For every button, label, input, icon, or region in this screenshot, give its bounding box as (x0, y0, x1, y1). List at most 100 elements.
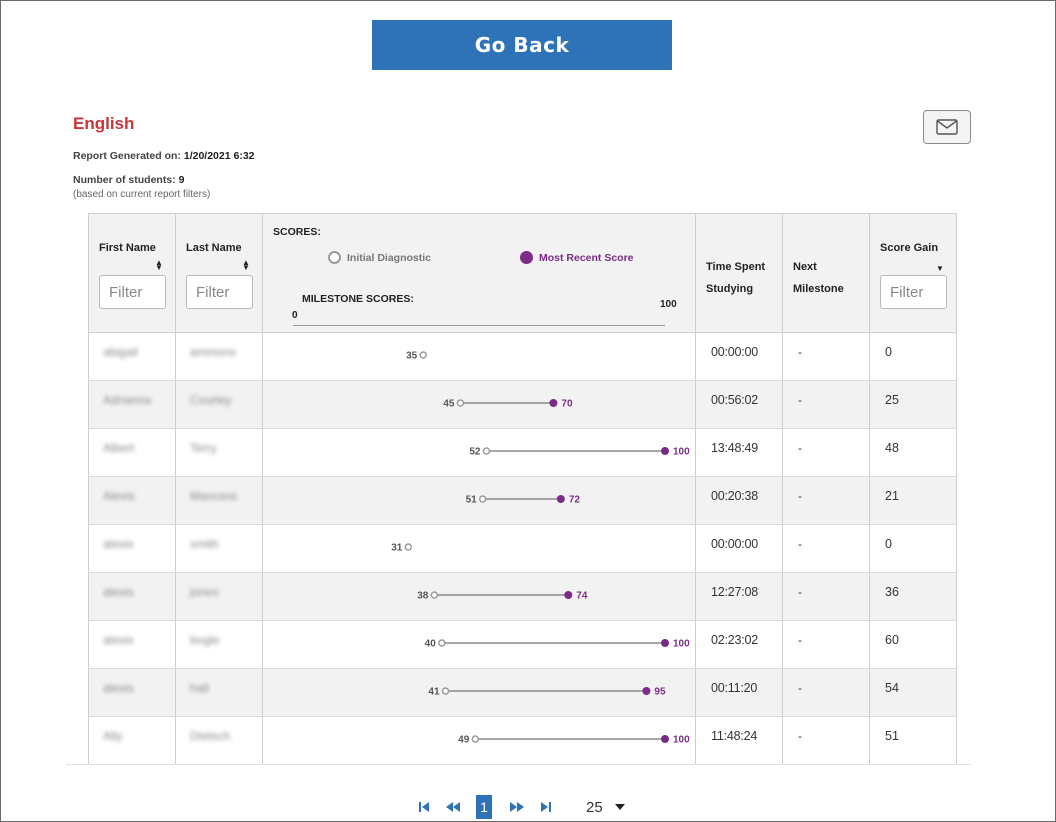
first-name: Albert (103, 441, 135, 455)
table-row[interactable]: Albert Terry 52 100 13:48:49 - 48 (88, 428, 957, 477)
first-name-heading: First Name (99, 242, 156, 254)
next-milestone: - (798, 585, 802, 599)
next-heading-line1: Next (793, 261, 817, 273)
last-name-filter-input[interactable] (186, 275, 253, 309)
next-page-icon (510, 802, 524, 812)
initial-score-point (441, 687, 450, 695)
header-score-gain: Score Gain ▼ (869, 213, 957, 333)
table-row[interactable]: alexis jones 38 74 12:27:08 - 36 (88, 572, 957, 621)
first-name-cell: Alexis (88, 476, 176, 525)
initial-score-point (438, 639, 446, 647)
legend-initial-label: Initial Diagnostic (347, 251, 432, 264)
email-report-button[interactable] (923, 110, 971, 144)
recent-score-label: 100 (673, 447, 690, 458)
axis-max-label: 100 (660, 299, 677, 310)
recent-score-point (661, 447, 669, 455)
initial-score-label: 31 (391, 543, 403, 554)
score-gain-cell: 60 (869, 620, 957, 669)
next-milestone: - (798, 489, 802, 503)
score-dumbbell: 31 (391, 543, 413, 554)
time-spent-cell: 00:00:00 (695, 332, 783, 381)
next-milestone: - (798, 345, 802, 359)
time-spent-cell: 00:20:38 (695, 476, 783, 525)
last-name-cell: Dietsch (175, 716, 263, 765)
next-milestone: - (798, 633, 802, 647)
first-page-button[interactable] (418, 801, 430, 813)
sort-desc-icon[interactable]: ▼ (936, 264, 944, 273)
recent-score-point (661, 639, 669, 647)
recent-score-point (549, 399, 558, 407)
last-name: Terry (190, 441, 217, 455)
time-spent: 00:20:38 (711, 489, 759, 503)
student-count-value: 9 (178, 174, 185, 186)
first-page-icon (419, 802, 429, 812)
score-gain-cell: 48 (869, 428, 957, 477)
filled-circle-icon (520, 251, 533, 264)
next-milestone-cell: - (782, 572, 870, 621)
legend-most-recent: Most Recent Score (520, 251, 634, 264)
time-heading-line1: Time Spent (706, 261, 766, 273)
score-gain-filter-input[interactable] (880, 275, 947, 309)
last-page-button[interactable] (540, 801, 552, 813)
score-gain: 0 (885, 345, 892, 359)
first-name-filter-input[interactable] (99, 275, 166, 309)
score-dumbbell: 41 95 (428, 687, 666, 698)
time-spent-cell: 00:11:20 (695, 668, 783, 717)
student-count-note: (based on current report filters) (73, 189, 211, 200)
current-page[interactable]: 1 (476, 795, 492, 819)
first-name: Adrianna (103, 393, 152, 407)
table-row[interactable]: abigail ammons 35 00:00:00 - 0 (88, 332, 957, 381)
legend-recent-label: Most Recent Score (539, 251, 634, 264)
next-page-button[interactable] (510, 801, 524, 813)
scores-heading: SCORES: (273, 226, 321, 238)
initial-score-point (430, 591, 439, 599)
report-generated: Report Generated on: 1/20/2021 6:32 (73, 150, 255, 162)
header-next-milestone: Next Milestone (782, 213, 870, 333)
score-cell: 35 (262, 332, 696, 381)
sort-icon[interactable]: ▲ ▼ (242, 258, 250, 272)
go-back-button[interactable]: Go Back (372, 20, 672, 70)
report-subject: English (73, 114, 135, 133)
table-row[interactable]: alexis hall 41 95 00:11:20 - 54 (88, 668, 957, 717)
table-row[interactable]: Adrianna Courley 45 70 00:56:02 - 25 (88, 380, 957, 429)
initial-score-label: 49 (458, 735, 470, 746)
next-milestone-cell: - (782, 524, 870, 573)
time-spent: 11:48:24 (711, 729, 758, 743)
last-name: jones (190, 585, 219, 599)
first-name-cell: alexis (88, 620, 176, 669)
prev-page-icon (446, 802, 460, 812)
score-dumbbell: 38 74 (417, 591, 588, 602)
sort-icon[interactable]: ▲ ▼ (155, 258, 163, 272)
recent-score-label: 100 (673, 639, 690, 650)
prev-page-button[interactable] (446, 801, 460, 813)
recent-score-label: 72 (569, 495, 581, 506)
table-row[interactable]: alexis bogle 40 100 02:23:02 - 60 (88, 620, 957, 669)
last-name-heading: Last Name (186, 242, 242, 254)
first-name: alexis (103, 585, 134, 599)
score-gain: 25 (885, 393, 899, 407)
last-name-cell: Mancera (175, 476, 263, 525)
last-page-icon (541, 802, 551, 812)
table-row[interactable]: alexis smith 31 00:00:00 - 0 (88, 524, 957, 573)
first-name-cell: abigail (88, 332, 176, 381)
student-count-label: Number of students: (73, 174, 176, 186)
score-cell: 40 100 (262, 620, 696, 669)
time-spent: 00:00:00 (711, 345, 759, 359)
next-milestone: - (798, 393, 802, 407)
score-gain-cell: 36 (869, 572, 957, 621)
table-row[interactable]: Alexis Mancera 51 72 00:20:38 - 21 (88, 476, 957, 525)
page-size-select[interactable]: 25 (586, 799, 625, 816)
first-name: abigail (103, 345, 138, 359)
last-name-cell: Courley (175, 380, 263, 429)
header-scores: SCORES: Initial Diagnostic Most Recent S… (262, 213, 696, 333)
initial-score-point (404, 543, 413, 551)
pagination: 1 25 (418, 795, 625, 819)
time-spent-cell: 13:48:49 (695, 428, 783, 477)
score-dumbbell: 40 100 (425, 639, 690, 650)
last-name-cell: ammons (175, 332, 263, 381)
last-name-cell: bogle (175, 620, 263, 669)
table-row[interactable]: Ally Dietsch 49 100 11:48:24 - 51 (88, 716, 957, 765)
table-footer-divider (66, 764, 972, 765)
score-gain-cell: 0 (869, 332, 957, 381)
recent-score-label: 100 (673, 735, 690, 746)
